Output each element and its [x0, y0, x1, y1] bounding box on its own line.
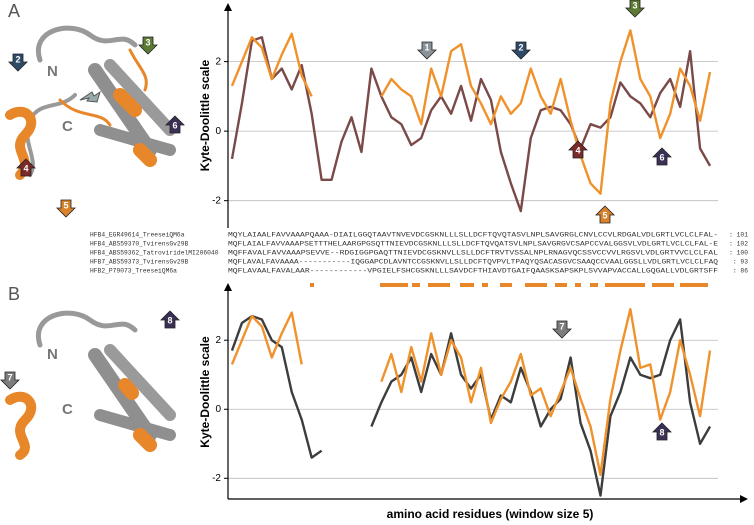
y-tick-label: -2 [212, 473, 221, 484]
callout-arrow: 4 [16, 158, 36, 177]
callout-arrow: 6 [165, 115, 185, 134]
sequence: MQFLAVALFAVAAAA-----------IQGGAPCDLAVNTC… [228, 259, 718, 266]
arrow-label: 3 [145, 37, 150, 47]
conserved-regions [310, 283, 708, 287]
callout-arrow: 5 [56, 199, 76, 218]
arrow-label: 4 [575, 145, 580, 155]
arrow-shape [652, 422, 672, 441]
sequence: MQFFAVALFAVVAAAPSEVVE--RDGIGGPGAQTTNIEVD… [228, 250, 718, 257]
arrow-shape [417, 41, 437, 60]
arrow-label: 8 [659, 427, 664, 437]
structure-arrow [79, 90, 101, 103]
callout-arrow: 4 [568, 140, 588, 159]
y-tick-label: -2 [212, 195, 221, 206]
arrow-shape [568, 140, 588, 159]
arrow-shape [138, 36, 158, 55]
callout-arrow: 7 [552, 320, 572, 339]
arrow-shape [16, 158, 36, 177]
callout-arrow: 2 [511, 41, 531, 60]
data-line [230, 307, 712, 477]
y-axis-title: Kyte-Doolittle scale [198, 59, 212, 171]
arrow-shape [595, 205, 615, 224]
arrow-label: 5 [602, 210, 607, 220]
arrow-shape [652, 147, 672, 166]
callout-arrow: 3 [625, 0, 645, 18]
arrow-label: 4 [23, 163, 28, 173]
panel-label: B [8, 284, 20, 304]
panel-label: A [8, 1, 20, 21]
sequence: MQFLAVAALFAVALAAR------------VPGIELFSHCG… [228, 268, 718, 275]
sequence: MQFLAIALFAVVAAAPSETTTHELAARGPGSQTTNIEVDC… [228, 241, 718, 248]
callout-arrow: 5 [595, 205, 615, 224]
c-terminus: C [62, 118, 73, 135]
arrow-shape [160, 310, 180, 329]
sequence-name: HFB4_ABS59370_TvirensGv29B [90, 241, 188, 248]
arrow-label: 2 [518, 42, 523, 52]
arrow-label: 6 [172, 120, 177, 130]
arrow-label: 3 [632, 0, 637, 10]
callout-arrow: 8 [160, 310, 180, 329]
callout-arrow: 7 [0, 371, 20, 390]
arrow-shape [511, 41, 531, 60]
arrow-label: 7 [7, 372, 12, 382]
sequence-name: HFB7_ABS59373_TvirensGv29B [90, 259, 188, 266]
callout-arrow: 2 [8, 53, 28, 72]
data-line [230, 314, 712, 497]
arrow-label: 6 [659, 152, 664, 162]
sequence-length: : 102 [729, 241, 748, 248]
y-axis-title: Kyte-Doolittle scale [198, 336, 212, 448]
arrow-label: 1 [424, 42, 429, 52]
y-tick-label: 2 [215, 335, 221, 346]
c-terminus: C [62, 401, 73, 418]
arrow-shape [165, 115, 185, 134]
y-tick-label: 0 [215, 404, 221, 415]
arrow-shape [0, 371, 20, 390]
arrow-shape [56, 199, 76, 218]
x-axis-arrow [740, 495, 748, 503]
sequence-length: : 101 [729, 232, 748, 239]
protein-structure [5, 310, 176, 460]
y-axis-arrow [224, 3, 232, 11]
callout-arrow: 8 [652, 422, 672, 441]
callout-arrow: 1 [417, 41, 437, 60]
arrow-shape [552, 320, 572, 339]
arrow-shape [625, 0, 645, 18]
arrow-label: 5 [63, 200, 68, 210]
x-axis-title: amino acid residues (window size 5) [387, 507, 594, 521]
data-line [230, 36, 712, 213]
arrow-shape [8, 53, 28, 72]
sequence-length: : 100 [729, 250, 748, 257]
y-tick-label: 2 [215, 56, 221, 67]
sequence-name: HFB4_ABS59362_TatroviridelMI206040 [90, 250, 219, 257]
sequence-length: : 86 [733, 268, 748, 275]
n-terminus: N [47, 63, 58, 80]
protein-structure [5, 25, 176, 180]
sequence-name: HFB4_EGR49614_TreeseiQM6a [90, 232, 185, 239]
sequence: MQYLAIAALFAVVAAAPQAAA-DIAILGGQTAAVTNVEVD… [228, 232, 718, 239]
arrow-label: 2 [15, 54, 20, 64]
arrow-label: 7 [559, 321, 564, 331]
y-axis-arrow [224, 283, 232, 291]
data-line [230, 29, 712, 195]
callout-arrow: 3 [138, 36, 158, 55]
arrow-label: 8 [167, 315, 172, 325]
y-tick-label: 0 [215, 126, 221, 137]
n-terminus: N [47, 346, 58, 363]
sequence-name: HFB2_P79073_TreeseiQM6a [90, 268, 177, 275]
sequence-length: : 93 [733, 259, 748, 266]
callout-arrow: 6 [652, 147, 672, 166]
